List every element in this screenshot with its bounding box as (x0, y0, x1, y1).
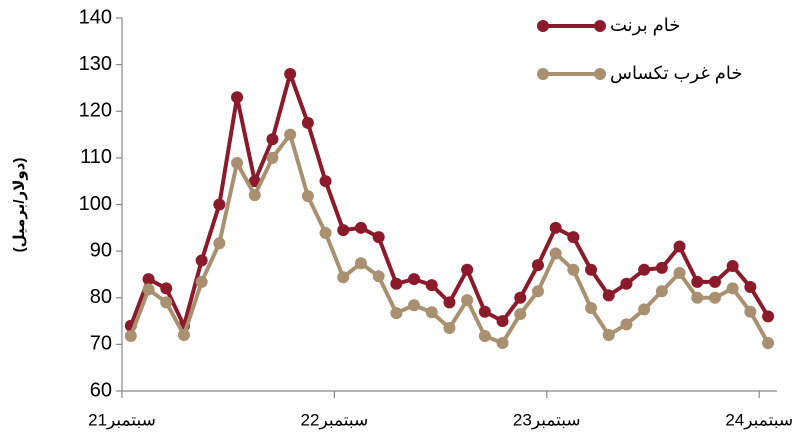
data-point (301, 190, 314, 203)
x-tick-label: سبتمبر23 (513, 410, 581, 429)
data-point (301, 116, 314, 129)
data-point (638, 263, 651, 276)
data-point (337, 271, 350, 284)
legend-marker (537, 68, 549, 80)
y-tick-label: 60 (90, 379, 112, 401)
y-tick-label: 90 (90, 239, 112, 261)
data-point (248, 175, 261, 188)
data-point (602, 329, 615, 342)
data-point (638, 303, 651, 316)
data-point (354, 221, 367, 234)
data-point (496, 336, 509, 349)
data-point (319, 175, 332, 188)
legend-label: خام غرب تكساس (610, 63, 743, 84)
data-point (585, 302, 598, 315)
data-point (160, 282, 173, 295)
x-tick-label: سبتمبر24 (725, 410, 793, 429)
data-point (496, 315, 509, 328)
data-point (673, 267, 686, 280)
data-point (124, 329, 137, 342)
x-tick-label: سبتمبر22 (301, 410, 369, 429)
data-point (691, 291, 704, 304)
data-point (726, 282, 739, 295)
data-point (372, 270, 385, 283)
data-point (708, 291, 721, 304)
data-point (213, 198, 226, 211)
data-point (744, 281, 757, 294)
data-point (567, 263, 580, 276)
data-point (461, 294, 474, 307)
data-point (248, 189, 261, 202)
data-point (726, 260, 739, 273)
data-point (708, 275, 721, 288)
data-point (443, 322, 456, 335)
data-point (142, 273, 155, 286)
legend-marker (594, 20, 606, 32)
data-point (762, 310, 775, 323)
data-point (319, 226, 332, 239)
data-point (354, 257, 367, 270)
legend-marker (537, 20, 549, 32)
data-point (390, 307, 403, 320)
data-point (478, 305, 491, 318)
data-point (142, 283, 155, 296)
data-point (231, 157, 244, 170)
y-axis-label: (دولار/برميل) (11, 158, 28, 253)
data-point (213, 237, 226, 250)
data-point (762, 336, 775, 349)
y-tick-label: 110 (80, 146, 112, 168)
data-point (443, 296, 456, 309)
series-line (128, 71, 770, 328)
data-point (655, 261, 668, 274)
data-point (408, 299, 421, 312)
data-point (266, 151, 279, 164)
data-point (620, 277, 633, 290)
data-point (602, 289, 615, 302)
y-tick-label: 130 (79, 53, 112, 75)
data-point (655, 285, 668, 298)
y-tick-label: 100 (79, 193, 112, 215)
data-point (390, 277, 403, 290)
data-point (744, 305, 757, 318)
data-point (461, 263, 474, 276)
data-point (531, 259, 544, 272)
data-point (567, 231, 580, 244)
data-point (337, 224, 350, 237)
data-point (177, 329, 190, 342)
data-point (195, 275, 208, 288)
data-point (549, 221, 562, 234)
data-point (514, 291, 527, 304)
x-tick-label: سبتمبر21 (88, 410, 156, 429)
data-point (425, 279, 438, 292)
data-point (549, 247, 562, 260)
data-point (408, 273, 421, 286)
y-tick-label: 80 (90, 286, 112, 308)
data-point (585, 263, 598, 276)
legend-label: خام برنت (610, 15, 680, 36)
data-point (514, 308, 527, 321)
data-point (372, 231, 385, 244)
data-point (231, 91, 244, 104)
data-point (266, 133, 279, 146)
data-point (478, 329, 491, 342)
data-point (284, 67, 297, 80)
legend-marker (594, 68, 606, 80)
data-point (160, 296, 173, 309)
y-tick-label: 70 (90, 333, 112, 355)
data-point (691, 275, 704, 288)
y-tick-label: 140 (79, 6, 112, 28)
y-tick-label: 120 (79, 100, 112, 122)
data-point (284, 128, 297, 141)
data-point (673, 240, 686, 253)
data-point (425, 306, 438, 319)
data-point (531, 285, 544, 298)
data-point (195, 254, 208, 267)
data-point (620, 318, 633, 331)
